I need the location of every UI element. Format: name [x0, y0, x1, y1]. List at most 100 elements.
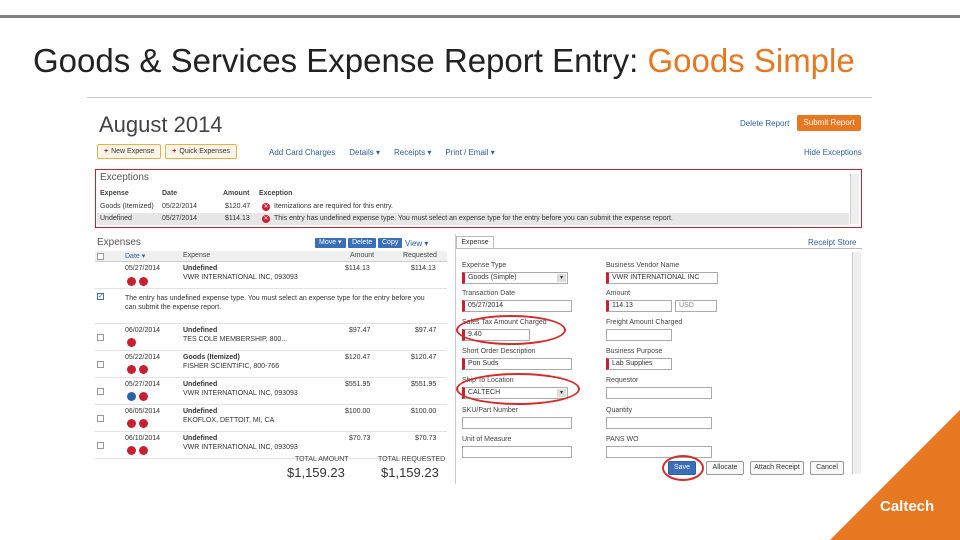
expense-type-select[interactable]: Goods (Simple) ▾	[462, 272, 568, 284]
requestor-input[interactable]	[606, 387, 712, 399]
expense-type-value: Goods (Simple)	[468, 274, 517, 281]
row-checkbox[interactable]: ✓	[97, 293, 104, 300]
error-icon	[127, 338, 136, 347]
error-icon	[127, 277, 136, 286]
unit-label: Unit of Measure	[462, 436, 512, 443]
plus-icon: +	[172, 147, 177, 155]
report-toolbar: Add Card Charges Details ▾ Receipts ▾ Pr…	[269, 148, 495, 157]
row-type: Undefined	[183, 435, 218, 442]
pans-input[interactable]	[606, 446, 712, 458]
brand-logo: Caltech	[880, 498, 935, 515]
error-icon: ✕	[262, 203, 270, 211]
row-date: 05/22/2014	[125, 354, 161, 361]
expense-row[interactable]: 05/22/2014 Goods (Itemized) FISHER SCIEN…	[95, 352, 447, 378]
delete-button[interactable]: Delete	[348, 238, 377, 248]
col-amount: Amount	[350, 252, 375, 259]
allocate-button[interactable]: Allocate	[706, 461, 744, 475]
error-icon	[127, 419, 136, 428]
row-date: 06/02/2014	[125, 327, 161, 334]
row-type: Undefined	[183, 381, 218, 388]
expense-row[interactable]: 05/27/2014 Undefined VWR INTERNATIONAL I…	[95, 379, 447, 405]
row-requested: $70.73	[415, 435, 437, 442]
expense-row[interactable]: 06/10/2014 Undefined VWR INTERNATIONAL I…	[95, 433, 447, 459]
brand-corner	[830, 410, 960, 540]
error-icon	[127, 446, 136, 455]
receipt-store-link[interactable]: Receipt Store	[808, 238, 857, 247]
expense-row-warning[interactable]: ✓ The entry has undefined expense type. …	[95, 290, 447, 324]
row-type: Goods (Itemized)	[183, 354, 240, 361]
quantity-input[interactable]	[606, 417, 712, 429]
details-menu[interactable]: Details ▾	[349, 148, 380, 157]
amount-input[interactable]: 114.13	[606, 300, 672, 312]
col-date[interactable]: Date ▾	[125, 253, 146, 260]
new-expense-button[interactable]: + New Expense	[97, 143, 162, 159]
row-warning-text: The entry has undefined expense type. Yo…	[125, 295, 425, 311]
attach-receipt-button[interactable]: Attach Receipt	[750, 461, 804, 475]
short-desc-input[interactable]: Pon Suds	[462, 358, 572, 370]
remove-icon	[139, 446, 148, 455]
info-icon	[127, 392, 136, 401]
expense-row[interactable]: 05/27/2014 Undefined VWR INTERNATIONAL I…	[95, 263, 447, 289]
row-requested: $551.95	[411, 381, 437, 388]
sku-input[interactable]	[462, 417, 572, 429]
freight-input[interactable]	[606, 329, 672, 341]
vendor-input[interactable]: VWR INTERNATIONAL INC	[606, 272, 718, 284]
expense-row[interactable]: 06/02/2014 Undefined TES COLE MEMBERSHIP…	[95, 325, 447, 351]
exception-row[interactable]: Undefined 05/27/2014 $114.13 ✕ This entr…	[97, 213, 849, 225]
row-checkbox[interactable]	[97, 388, 104, 395]
row-checkbox[interactable]	[97, 415, 104, 422]
app-screenshot: August 2014 Delete Report Submit Report …	[87, 97, 872, 485]
vendor-label: Business Vendor Name	[606, 262, 680, 269]
total-requested-label: TOTAL REQUESTED	[378, 456, 446, 463]
row-checkbox[interactable]	[97, 361, 104, 368]
exc-message: This entry has undefined expense type. Y…	[274, 215, 673, 222]
requestor-label: Requestor	[606, 377, 639, 384]
row-vendor: FISHER SCIENTIFIC, 800-766	[183, 363, 280, 370]
col-expense: Expense	[183, 252, 211, 259]
expenses-panel: Expenses Move ▾ Delete Copy View ▾ Date …	[95, 234, 447, 484]
row-vendor: TES COLE MEMBERSHIP, 800...	[183, 336, 288, 343]
select-all-checkbox[interactable]	[97, 253, 104, 260]
short-desc-label: Short Order Description	[462, 348, 536, 355]
row-checkbox[interactable]	[97, 442, 104, 449]
exception-row[interactable]: Goods (Itemized) 05/22/2014 $120.47 ✕ It…	[97, 201, 849, 213]
row-amount: $70.73	[349, 435, 371, 442]
unit-input[interactable]	[462, 446, 572, 458]
exceptions-panel: Exceptions Expense Date Amount Exception…	[95, 169, 862, 228]
form-scrollbar[interactable]	[852, 252, 861, 474]
error-icon	[139, 392, 148, 401]
copy-button[interactable]: Copy	[378, 238, 403, 248]
exc-expense: Undefined	[100, 215, 132, 222]
transaction-date-input[interactable]: 05/27/2014	[462, 300, 572, 312]
move-button[interactable]: Move ▾	[315, 238, 346, 248]
exc-col-expense: Expense	[100, 190, 129, 197]
transaction-date-label: Transaction Date	[462, 290, 516, 297]
tab-expense[interactable]: Expense	[456, 236, 494, 249]
exc-col-exception: Exception	[259, 190, 293, 197]
purpose-label: Business Purpose	[606, 348, 663, 355]
expense-row[interactable]: 06/05/2014 Undefined EKOFLOX, DETTOIT, M…	[95, 406, 447, 432]
quick-expenses-label: Quick Expenses	[179, 147, 230, 155]
row-checkbox[interactable]	[97, 334, 104, 341]
highlight-circle	[456, 373, 580, 405]
row-requested: $120.47	[411, 354, 437, 361]
expense-form-panel: Expense Receipt Store Expense Type Goods…	[455, 234, 863, 484]
purpose-input[interactable]: Lab Supplies	[606, 358, 672, 370]
sku-label: SKU/Part Number	[462, 407, 519, 414]
quick-expenses-button[interactable]: + Quick Expenses	[165, 143, 237, 159]
exc-col-date: Date	[162, 190, 178, 197]
receipts-menu[interactable]: Receipts ▾	[393, 148, 432, 157]
row-date: 05/27/2014	[125, 265, 161, 272]
add-card-charges-link[interactable]: Add Card Charges	[269, 148, 336, 157]
exceptions-scrollbar[interactable]	[850, 174, 859, 224]
remove-icon	[139, 365, 148, 374]
hide-exceptions-link[interactable]: Hide Exceptions	[804, 148, 862, 157]
amount-label: Amount	[606, 290, 631, 297]
submit-report-button[interactable]: Submit Report	[797, 115, 861, 131]
delete-report-link[interactable]: Delete Report	[740, 119, 790, 128]
currency-select[interactable]: USD	[675, 300, 717, 312]
print-email-menu[interactable]: Print / Email ▾	[445, 148, 495, 157]
highlight-circle	[662, 455, 704, 481]
exc-expense: Goods (Itemized)	[100, 203, 154, 210]
view-menu[interactable]: View ▾	[405, 239, 429, 248]
